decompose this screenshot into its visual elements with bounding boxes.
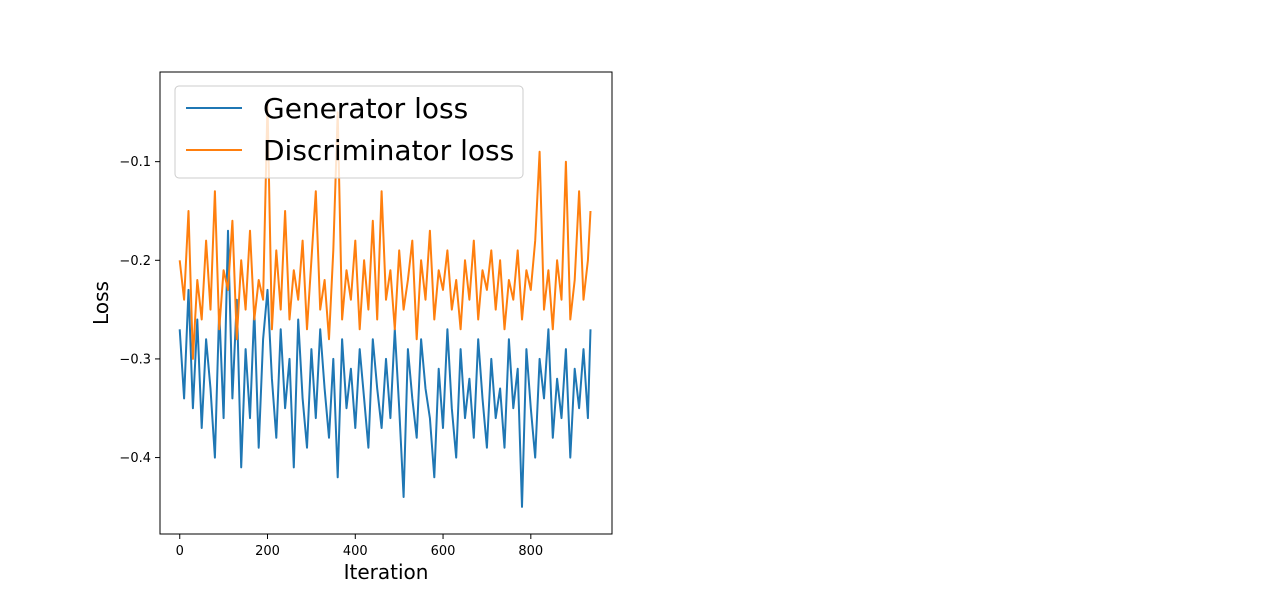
series-line-discriminator-loss (178, 101, 592, 360)
legend-label-generator: Generator loss (263, 92, 468, 125)
y-axis-label: Loss (89, 281, 113, 325)
legend-label-discriminator: Discriminator loss (263, 134, 514, 167)
y-tick-label: −0.1 (119, 155, 151, 170)
y-tick-label: −0.4 (119, 451, 151, 466)
x-axis: 0 200 400 600 800 (176, 534, 543, 559)
y-tick-label: −0.3 (119, 352, 151, 367)
x-tick-label: 200 (255, 544, 280, 559)
series-line-generator-loss (178, 229, 592, 508)
y-axis: −0.4 −0.3 −0.2 −0.1 (119, 155, 160, 466)
x-tick-label: 600 (431, 544, 456, 559)
series-layer (178, 101, 592, 508)
x-tick-label: 400 (343, 544, 368, 559)
x-tick-label: 800 (518, 544, 543, 559)
legend-box (174, 85, 524, 179)
x-axis-label: Iteration (344, 560, 429, 584)
plot-frame (159, 71, 613, 535)
legend: Generator loss Discriminator loss (174, 85, 524, 179)
x-tick-label: 0 (176, 544, 184, 559)
y-tick-label: −0.2 (119, 254, 151, 269)
